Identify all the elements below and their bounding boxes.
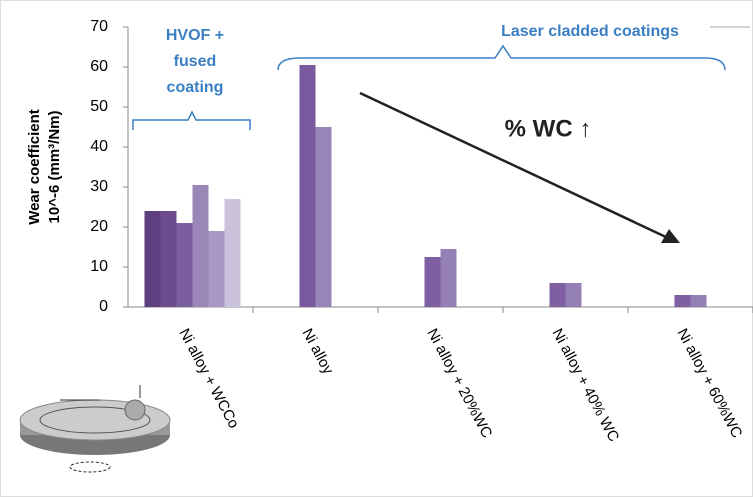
trend-label: % WC ↑ bbox=[505, 115, 592, 142]
y-axis-label: 10^-6 (mm³/Nm) bbox=[46, 111, 63, 224]
bar bbox=[161, 211, 177, 307]
bar bbox=[209, 231, 225, 307]
bar bbox=[316, 127, 332, 307]
y-tick-label: 60 bbox=[90, 58, 108, 75]
bar bbox=[691, 295, 707, 307]
bar bbox=[675, 295, 691, 307]
chart: Laser cladded coatings % WC ↑ 0 10 20 30 40 5… bbox=[0, 0, 753, 497]
laser-label: Laser cladded coatings bbox=[501, 23, 679, 40]
y-tick-label: 30 bbox=[90, 178, 108, 195]
bar bbox=[193, 185, 209, 307]
y-axis-label: Wear coefficient bbox=[26, 109, 43, 225]
bar bbox=[550, 283, 566, 307]
hvof-label: fused bbox=[174, 53, 217, 70]
bar bbox=[300, 65, 316, 307]
y-tick-label: 70 bbox=[90, 18, 108, 35]
y-tick-label: 40 bbox=[90, 138, 108, 155]
y-tick-label: 0 bbox=[99, 298, 108, 315]
bar bbox=[225, 199, 241, 307]
y-tick-label: 20 bbox=[90, 218, 108, 235]
bar bbox=[441, 249, 457, 307]
hvof-label: HVOF + bbox=[166, 27, 224, 44]
y-tick-label: 10 bbox=[90, 258, 108, 275]
bar bbox=[145, 211, 161, 307]
bar bbox=[566, 283, 582, 307]
hvof-label: coating bbox=[167, 79, 224, 96]
bar bbox=[177, 223, 193, 307]
bar bbox=[425, 257, 441, 307]
y-tick-label: 50 bbox=[90, 98, 108, 115]
